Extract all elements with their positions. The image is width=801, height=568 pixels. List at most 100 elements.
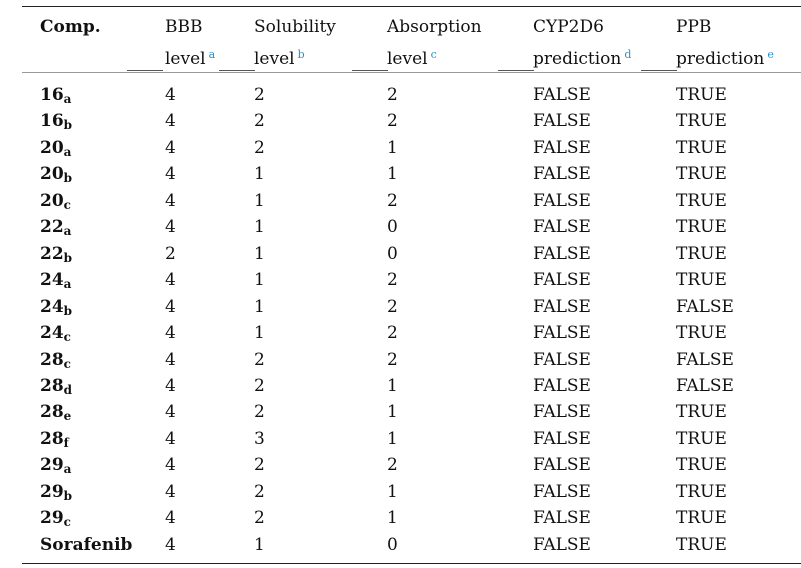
cell-sol: 2	[254, 402, 265, 423]
table-row: 28c 4 2 2 FALSE FALSE	[22, 347, 801, 373]
cell-bbb: 4	[165, 217, 176, 238]
cell-cyp: FALSE	[533, 534, 591, 555]
compound-name: 29c	[40, 508, 71, 530]
cell-ppb: FALSE	[676, 296, 734, 317]
cell-cyp: FALSE	[533, 164, 591, 185]
cell-cyp: FALSE	[533, 508, 591, 529]
cell-bbb: 4	[165, 111, 176, 132]
cell-bbb: 4	[165, 296, 176, 317]
compound-name: 24c	[40, 323, 71, 345]
cell-bbb: 4	[165, 402, 176, 423]
cell-cyp: FALSE	[533, 217, 591, 238]
compound-name: 20a	[40, 137, 72, 159]
table-row: 24c 4 1 2 FALSE TRUE	[22, 320, 801, 346]
table-row: 28d 4 2 1 FALSE FALSE	[22, 373, 801, 399]
cell-sol: 1	[254, 323, 265, 344]
cell-sol: 2	[254, 349, 265, 370]
cell-ppb: TRUE	[676, 481, 727, 502]
cell-abs: 0	[387, 243, 398, 264]
compound-name: 28f	[40, 428, 69, 450]
table-row: 20a 4 2 1 FALSE TRUE	[22, 135, 801, 161]
cell-bbb: 4	[165, 85, 176, 105]
cell-bbb: 4	[165, 270, 176, 291]
compound-name: 28e	[40, 402, 72, 424]
cell-abs: 1	[387, 164, 398, 185]
cell-sol: 2	[254, 375, 265, 396]
cell-ppb: FALSE	[676, 349, 734, 370]
cell-ppb: TRUE	[676, 190, 727, 211]
cell-bbb: 4	[165, 323, 176, 344]
cell-abs: 2	[387, 455, 398, 476]
cell-cyp: FALSE	[533, 481, 591, 502]
header-underline	[127, 70, 163, 71]
cell-bbb: 2	[165, 243, 176, 264]
cell-sol: 1	[254, 217, 265, 238]
cell-sol: 1	[254, 190, 265, 211]
cell-ppb: TRUE	[676, 534, 727, 555]
cell-bbb: 4	[165, 508, 176, 529]
cell-sol: 1	[254, 534, 265, 555]
table-top-rule	[22, 6, 801, 7]
cell-ppb: TRUE	[676, 270, 727, 291]
table-row: Sorafenib 4 1 0 FALSE TRUE	[22, 532, 801, 558]
compound-name: 22a	[40, 217, 72, 239]
compound-name: 28c	[40, 349, 71, 371]
cell-bbb: 4	[165, 164, 176, 185]
cell-abs: 2	[387, 190, 398, 211]
cell-abs: 1	[387, 428, 398, 449]
cell-abs: 1	[387, 137, 398, 158]
header-underline	[219, 70, 255, 71]
cell-ppb: TRUE	[676, 508, 727, 529]
cell-abs: 2	[387, 270, 398, 291]
table-row: 29c 4 2 1 FALSE TRUE	[22, 505, 801, 531]
cell-abs: 2	[387, 349, 398, 370]
compound-name: 16a	[40, 85, 72, 106]
compound-name: 29b	[40, 481, 73, 503]
cell-ppb: TRUE	[676, 164, 727, 185]
table-bottom-rule	[22, 563, 801, 564]
cell-sol: 1	[254, 243, 265, 264]
table-row: 22b 2 1 0 FALSE TRUE	[22, 241, 801, 267]
table-row: 22a 4 1 0 FALSE TRUE	[22, 214, 801, 240]
cell-sol: 3	[254, 428, 265, 449]
header-underline	[352, 70, 388, 71]
header-solubility: Solubility level b	[254, 17, 336, 69]
cell-cyp: FALSE	[533, 137, 591, 158]
compound-name: Sorafenib	[40, 534, 133, 555]
cell-ppb: TRUE	[676, 455, 727, 476]
table-row: 16a 4 2 2 FALSE TRUE	[22, 82, 801, 108]
cell-ppb: TRUE	[676, 137, 727, 158]
cell-abs: 0	[387, 217, 398, 238]
compound-name: 28d	[40, 375, 73, 397]
cell-sol: 2	[254, 111, 265, 132]
header-cyp2d6: CYP2D6 prediction d	[533, 17, 632, 69]
cell-abs: 1	[387, 508, 398, 529]
footnote-marker: c	[430, 48, 437, 61]
table-row: 24b 4 1 2 FALSE FALSE	[22, 294, 801, 320]
table-row: 24a 4 1 2 FALSE TRUE	[22, 267, 801, 293]
cell-ppb: TRUE	[676, 428, 727, 449]
cell-sol: 2	[254, 85, 265, 105]
compound-name: 22b	[40, 243, 73, 265]
cell-ppb: TRUE	[676, 323, 727, 344]
cell-sol: 2	[254, 508, 265, 529]
cell-ppb: TRUE	[676, 243, 727, 264]
table-row: 28e 4 2 1 FALSE TRUE	[22, 399, 801, 425]
cell-bbb: 4	[165, 455, 176, 476]
cell-bbb: 4	[165, 428, 176, 449]
cell-bbb: 4	[165, 349, 176, 370]
table-row: 16b 4 2 2 FALSE TRUE	[22, 108, 801, 134]
cell-ppb: TRUE	[676, 217, 727, 238]
cell-sol: 1	[254, 270, 265, 291]
cell-ppb: TRUE	[676, 111, 727, 132]
header-comp: Comp.	[40, 17, 101, 37]
cell-abs: 2	[387, 323, 398, 344]
cell-cyp: FALSE	[533, 349, 591, 370]
cell-cyp: FALSE	[533, 455, 591, 476]
cell-cyp: FALSE	[533, 85, 591, 105]
table-row: 29b 4 2 1 FALSE TRUE	[22, 479, 801, 505]
cell-bbb: 4	[165, 190, 176, 211]
footnote-marker: a	[208, 48, 216, 61]
cell-abs: 2	[387, 85, 398, 105]
footnote-marker: e	[767, 48, 774, 61]
